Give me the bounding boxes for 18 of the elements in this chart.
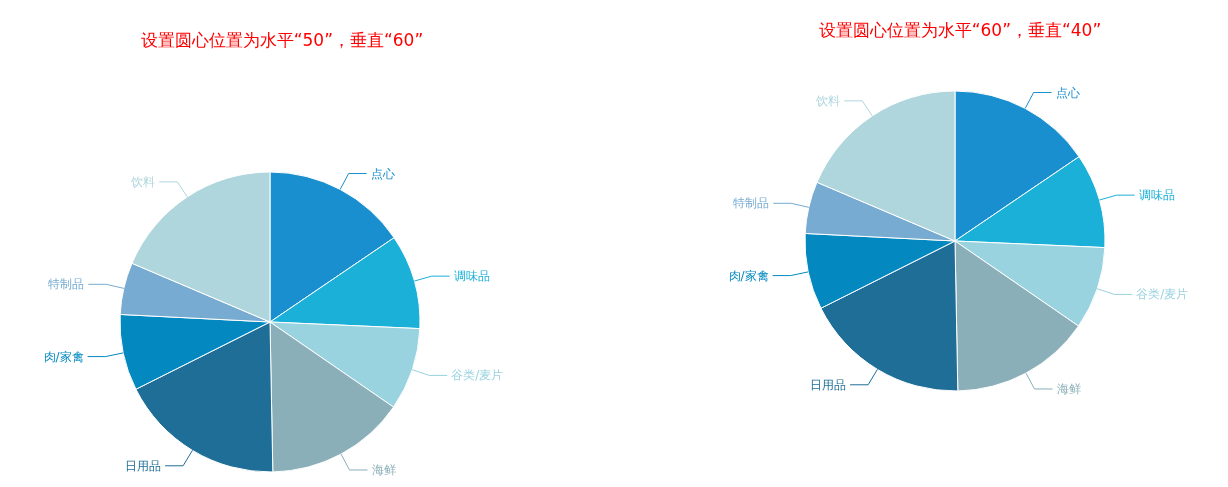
slice-label: 饮料 bbox=[130, 174, 156, 189]
slice-label: 点心 bbox=[1055, 85, 1080, 100]
slice-label: 调味品 bbox=[1138, 188, 1175, 203]
slice-label: 肉/家禽 bbox=[728, 268, 769, 283]
slice-label: 饮料 bbox=[815, 93, 841, 108]
slice-label: 谷类/麦片 bbox=[451, 368, 504, 383]
slice-label: 肉/家禽 bbox=[43, 349, 84, 364]
slice-label: 日用品 bbox=[810, 377, 847, 392]
chart-title: 设置圆心位置为水平“60”，垂直“40” bbox=[818, 20, 1102, 40]
slice-label: 特制品 bbox=[48, 277, 85, 292]
slice-label: 海鲜 bbox=[1056, 381, 1081, 396]
slice-label: 点心 bbox=[370, 166, 395, 181]
slice-label: 调味品 bbox=[453, 269, 490, 284]
slice-label: 日用品 bbox=[125, 458, 162, 473]
slice-label: 特制品 bbox=[733, 196, 770, 211]
chart-title: 设置圆心位置为水平“50”，垂直“60” bbox=[140, 30, 424, 50]
slice-label: 海鲜 bbox=[371, 462, 396, 477]
slice-label: 谷类/麦片 bbox=[1136, 287, 1189, 302]
